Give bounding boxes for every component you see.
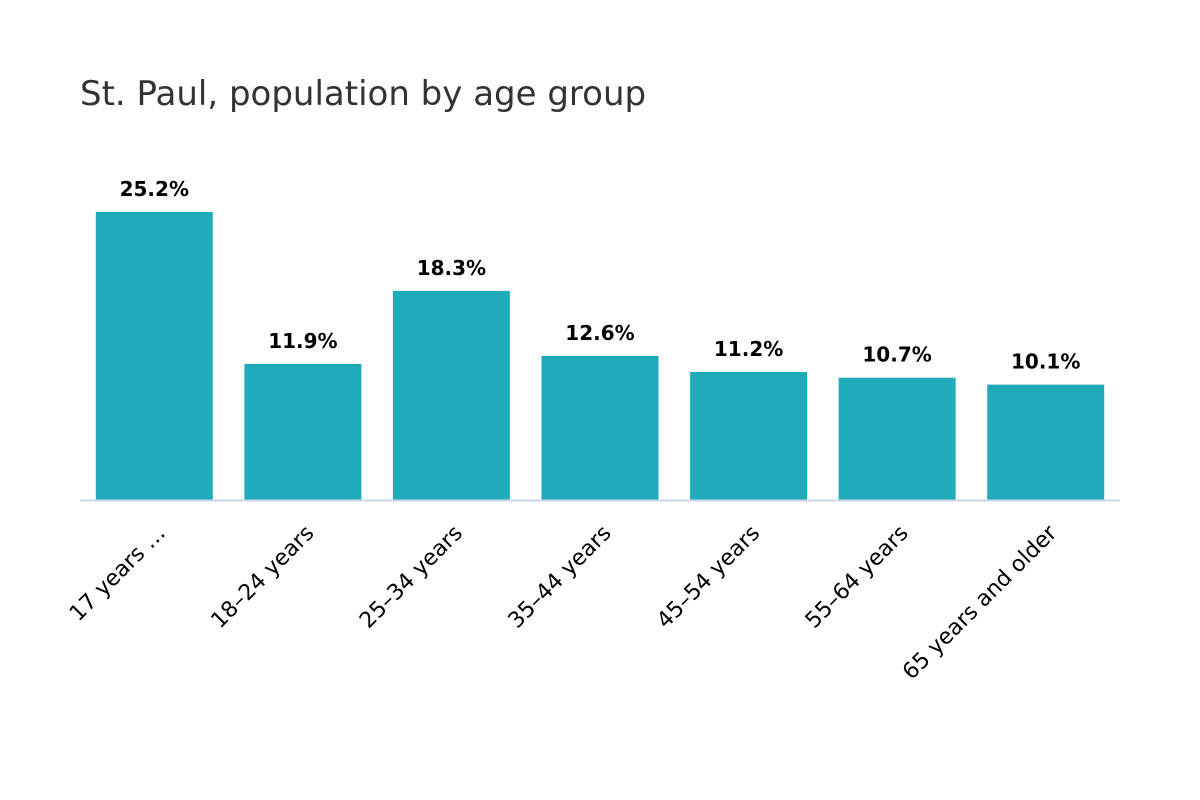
x-tick-label-4: 45–54 years — [652, 521, 765, 634]
bar-3 — [541, 356, 659, 500]
x-tick-label-0: 17 years … — [65, 521, 171, 627]
chart-title: St. Paul, population by age group — [80, 74, 647, 114]
x-tick-label-6: 65 years and older — [898, 520, 1063, 685]
data-label-1: 11.9% — [268, 329, 337, 353]
x-tick-label-3: 35–44 years — [504, 521, 617, 634]
data-label-4: 11.2% — [714, 337, 783, 361]
x-tick-label-5: 55–64 years — [801, 521, 914, 634]
data-label-6: 10.1% — [1011, 350, 1080, 374]
bar-6 — [987, 384, 1105, 500]
x-tick-label-1: 18–24 years — [207, 521, 320, 634]
bar-2 — [392, 290, 510, 500]
bar-5 — [838, 377, 956, 500]
data-labels-group: 25.2% 11.9% 18.3% 12.6% 11.2% 10.7% 10.1% — [120, 177, 1081, 374]
x-tick-labels-group: 17 years … 18–24 years 25–34 years 35–44 ye… — [65, 520, 1063, 685]
data-label-0: 25.2% — [120, 177, 189, 201]
bar-0 — [95, 212, 213, 500]
data-label-5: 10.7% — [862, 343, 931, 367]
bar-4 — [690, 372, 808, 500]
x-tick-label-2: 25–34 years — [355, 521, 468, 634]
bars-group — [95, 212, 1105, 500]
data-label-3: 12.6% — [565, 321, 634, 345]
bar-1 — [244, 364, 362, 500]
data-label-2: 18.3% — [417, 256, 486, 280]
